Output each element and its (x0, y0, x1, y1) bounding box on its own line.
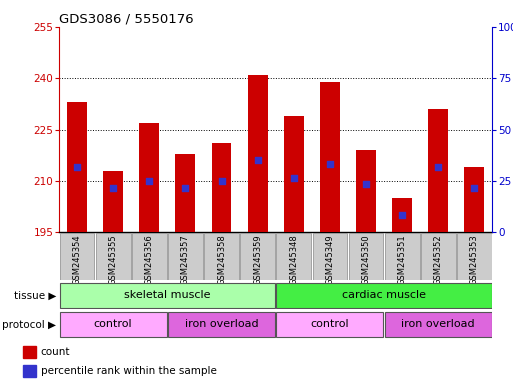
Text: iron overload: iron overload (402, 319, 475, 329)
Bar (421, 233, 456, 280)
Text: control: control (310, 319, 349, 329)
Bar (248, 75, 268, 232)
Bar (385, 233, 420, 280)
Text: GSM245352: GSM245352 (434, 234, 443, 285)
Bar (349, 233, 383, 280)
Bar (175, 154, 195, 232)
Bar (60, 283, 275, 308)
Bar (312, 233, 347, 280)
Bar (284, 116, 304, 232)
Text: GSM245357: GSM245357 (181, 234, 190, 285)
Text: GSM245358: GSM245358 (217, 234, 226, 285)
Text: GSM245353: GSM245353 (470, 234, 479, 285)
Bar (277, 233, 311, 280)
Bar (103, 171, 123, 232)
Text: GSM245349: GSM245349 (325, 234, 334, 285)
Bar (212, 143, 231, 232)
Bar (132, 233, 167, 280)
Point (218, 178, 226, 184)
Text: protocol ▶: protocol ▶ (3, 320, 56, 330)
Point (434, 164, 442, 170)
Point (362, 181, 370, 187)
Point (253, 157, 262, 164)
Point (145, 178, 153, 184)
Text: percentile rank within the sample: percentile rank within the sample (41, 366, 216, 376)
Bar (392, 198, 412, 232)
Text: GSM245348: GSM245348 (289, 234, 298, 285)
Bar (67, 102, 87, 232)
Bar (96, 233, 130, 280)
Text: GSM245356: GSM245356 (145, 234, 154, 285)
Text: GSM245350: GSM245350 (362, 234, 370, 285)
Bar (464, 167, 484, 232)
Bar (320, 82, 340, 232)
Text: count: count (41, 347, 70, 357)
Bar (204, 233, 239, 280)
Text: cardiac muscle: cardiac muscle (342, 290, 426, 300)
Bar (140, 123, 159, 232)
Point (73, 164, 81, 170)
Text: GSM245354: GSM245354 (72, 234, 82, 285)
Point (326, 161, 334, 167)
Bar (168, 233, 203, 280)
Point (181, 185, 189, 191)
Text: control: control (94, 319, 132, 329)
Point (290, 174, 298, 180)
Bar (60, 233, 94, 280)
Bar (457, 233, 492, 280)
Bar (385, 313, 492, 337)
Point (398, 212, 406, 218)
Bar (240, 233, 275, 280)
Text: GSM245355: GSM245355 (109, 234, 117, 285)
Text: tissue ▶: tissue ▶ (14, 290, 56, 300)
Bar (23, 365, 35, 377)
Text: GSM245351: GSM245351 (398, 234, 407, 285)
Bar (168, 313, 275, 337)
Point (470, 185, 479, 191)
Bar (277, 313, 383, 337)
Text: GDS3086 / 5550176: GDS3086 / 5550176 (59, 13, 193, 26)
Bar (60, 313, 167, 337)
Text: skeletal muscle: skeletal muscle (124, 290, 211, 300)
Bar (23, 346, 35, 358)
Point (109, 185, 117, 191)
Text: iron overload: iron overload (185, 319, 259, 329)
Bar (277, 283, 492, 308)
Text: GSM245359: GSM245359 (253, 234, 262, 285)
Bar (428, 109, 448, 232)
Bar (356, 150, 376, 232)
